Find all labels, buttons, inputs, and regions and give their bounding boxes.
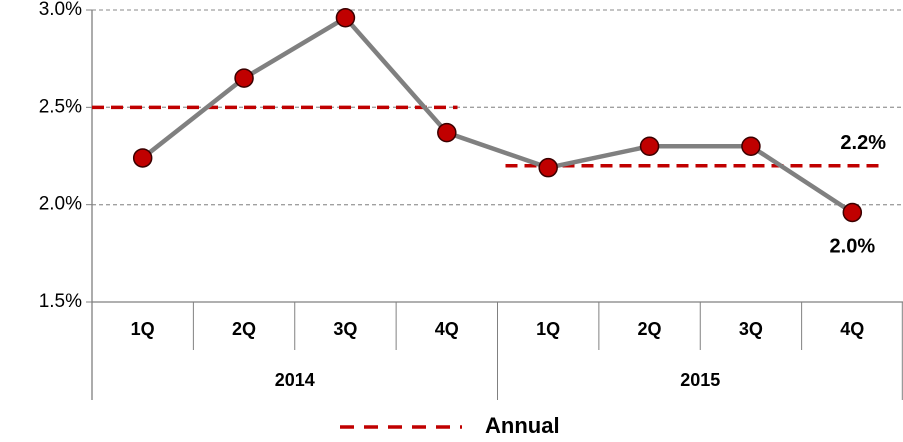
series-line — [141, 14, 854, 215]
group-label: 2015 — [680, 370, 720, 390]
x-tick-label: 1Q — [131, 319, 155, 339]
x-tick-label: 4Q — [435, 319, 459, 339]
point-marker — [335, 8, 356, 28]
data-label: 2.0% — [830, 236, 876, 258]
y-tick-label: 3.0% — [39, 0, 82, 20]
point-marker — [538, 157, 558, 178]
x-tick-label: 3Q — [333, 319, 357, 339]
x-tick-label: 3Q — [739, 319, 763, 339]
x-tick-label: 1Q — [536, 319, 560, 339]
point-marker — [437, 122, 457, 143]
y-tick-label: 1.5% — [39, 291, 82, 312]
x-tick-label: 2Q — [638, 319, 662, 339]
legend-label: Annual — [485, 413, 560, 438]
point-marker — [234, 68, 254, 88]
point-marker — [842, 202, 863, 223]
y-tick-label: 2.0% — [39, 194, 82, 215]
x-tick-label: 4Q — [840, 319, 864, 339]
x-tick-label: 2Q — [232, 319, 256, 339]
y-tick-label: 2.5% — [39, 96, 82, 117]
point-marker — [639, 136, 660, 157]
point-marker — [741, 136, 761, 157]
point-marker — [132, 148, 153, 168]
group-label: 2014 — [275, 370, 315, 390]
annual-label: 2.2% — [840, 132, 886, 154]
